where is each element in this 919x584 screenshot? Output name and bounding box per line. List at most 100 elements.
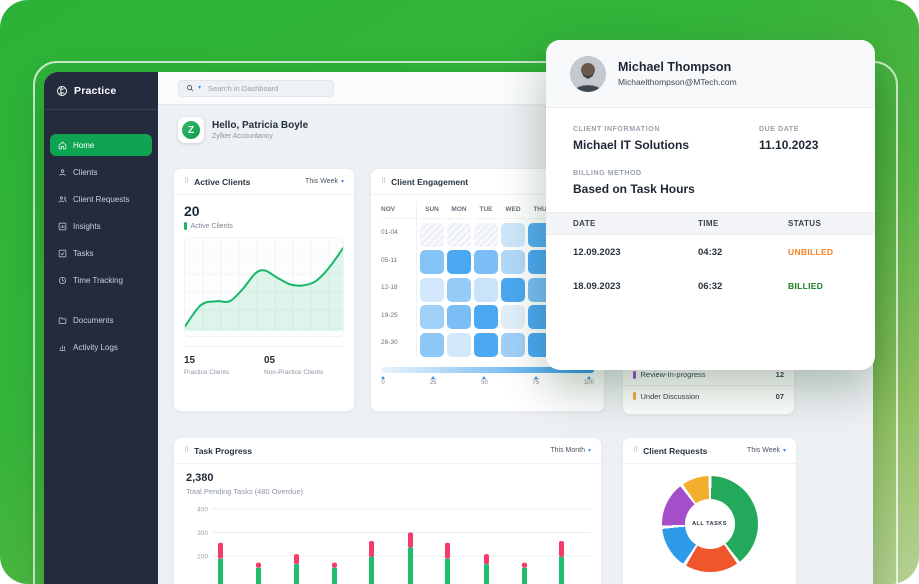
heatmap-cell[interactable] <box>474 250 498 274</box>
sidebar-item-clients[interactable]: Clients <box>50 161 152 183</box>
drag-handle-icon[interactable]: ⠿ <box>381 178 387 185</box>
heatmap-cell[interactable] <box>447 250 471 274</box>
due-date-block: DUE DATE 11.10.2023 <box>759 126 859 152</box>
chevron-down-icon: ▾ <box>587 447 591 454</box>
heatmap-cell[interactable] <box>447 305 471 329</box>
sidebar-item-label: Documents <box>73 315 114 325</box>
list-item-label: Under Discussion <box>640 391 700 401</box>
table-row[interactable]: 12.09.2023 04:32 UNBILLED <box>546 235 875 269</box>
drag-handle-icon[interactable]: ⠿ <box>184 178 190 185</box>
table-row[interactable]: 18.09.2023 06:32 BILLIED <box>546 269 875 303</box>
sidebar-item-activity-logs[interactable]: Activity Logs <box>50 336 152 358</box>
svg-text:300: 300 <box>197 530 208 537</box>
card-title: Task Progress <box>194 445 253 456</box>
heatmap-gradient-bar <box>381 366 594 373</box>
stat-label: Non-Practice Clients <box>264 369 324 376</box>
sidebar-item-client-requests[interactable]: Client Requests <box>50 188 152 210</box>
field-value: Michael IT Solutions <box>573 138 690 152</box>
svg-text:200: 200 <box>197 553 208 560</box>
heatmap-cell[interactable] <box>474 222 498 247</box>
heatmap-day-label: MON <box>447 201 471 219</box>
client-name: Michael Thompson <box>618 60 732 74</box>
list-item-value: 12 <box>775 370 784 379</box>
chevron-down-icon: ▾ <box>340 178 344 185</box>
user-icon <box>58 168 67 177</box>
heatmap-cell[interactable] <box>447 332 471 357</box>
heatmap-cell[interactable] <box>447 222 471 247</box>
sidebar-item-time-tracking[interactable]: Time Tracking <box>50 269 152 291</box>
folder-icon <box>58 316 67 325</box>
sidebar-item-home[interactable]: Home <box>50 134 152 156</box>
active-clients-card: ⠿ Active Clients This Week ▾ 20 Active C… <box>173 168 355 412</box>
caret-up-icon <box>381 375 385 379</box>
sidebar-item-label: Home <box>73 140 95 150</box>
heatmap-cell[interactable] <box>474 332 498 357</box>
heatmap-cell[interactable] <box>501 250 525 274</box>
heatmap-cell[interactable] <box>474 305 498 329</box>
app-window: Practice Home Clients Client Requests I <box>44 72 873 584</box>
billing-table: DATE TIME STATUS 12.09.2023 04:32 UNBILL… <box>546 212 875 303</box>
filter-label: This Week <box>305 178 338 185</box>
sidebar-item-insights[interactable]: Insights <box>50 215 152 237</box>
heatmap-cell[interactable] <box>420 222 444 247</box>
org-avatar-letter: Z <box>182 121 200 139</box>
active-clients-filter-dropdown[interactable]: This Week ▾ <box>305 178 344 185</box>
field-label: BILLING METHOD <box>573 170 642 177</box>
stat-value: 05 <box>264 355 276 366</box>
chevron-down-icon: ▾ <box>782 447 786 454</box>
heatmap-cell[interactable] <box>501 222 525 247</box>
sidebar-item-label: Time Tracking <box>73 275 123 285</box>
sidebar-nav: Home Clients Client Requests Insights Ta… <box>44 110 158 371</box>
task-progress-filter-dropdown[interactable]: This Month ▾ <box>550 447 591 454</box>
drag-handle-icon[interactable]: ⠿ <box>184 447 190 454</box>
heatmap-cell[interactable] <box>420 305 444 329</box>
list-item-label: Review-In-progress <box>640 370 706 379</box>
column-header: DATE <box>573 219 596 228</box>
legend-tick: 100 <box>584 375 594 386</box>
search-input[interactable]: ▾ Search in Dashboard <box>178 79 334 97</box>
status-color-tick <box>633 392 636 400</box>
brand-header: Practice <box>44 72 158 110</box>
list-item[interactable]: Review-In-progress 12 <box>623 364 794 385</box>
sidebar-item-label: Clients <box>73 167 98 177</box>
heatmap-day-label: WED <box>501 201 525 219</box>
heatmap-cell[interactable] <box>420 250 444 274</box>
client-requests-filter-dropdown[interactable]: This Week ▾ <box>747 447 786 454</box>
sidebar: Practice Home Clients Client Requests I <box>44 72 158 584</box>
caret-up-icon <box>482 375 487 379</box>
drag-handle-icon[interactable]: ⠿ <box>633 447 639 454</box>
sidebar-item-label: Activity Logs <box>73 342 118 352</box>
status-color-tick <box>633 370 636 379</box>
greeting-subtitle: Zylker Accountancy <box>212 133 273 140</box>
practice-clients-stat: 15 Practice Clients <box>184 355 264 376</box>
sidebar-item-label: Tasks <box>73 248 94 258</box>
non-practice-clients-stat: 05 Non-Practice Clients <box>264 355 344 376</box>
heatmap-cell[interactable] <box>474 277 498 302</box>
list-item[interactable]: Under Discussion 07 <box>623 385 794 406</box>
heatmap-cell[interactable] <box>420 277 444 302</box>
heatmap-cell[interactable] <box>501 332 525 357</box>
client-requests-card: ⠿ Client Requests This Week ▾ ALL TASKS <box>622 437 797 584</box>
heatmap-cell[interactable] <box>501 277 525 302</box>
sidebar-item-documents[interactable]: Documents <box>50 309 152 331</box>
card-title: Client Requests <box>643 445 708 456</box>
sidebar-item-tasks[interactable]: Tasks <box>50 242 152 264</box>
column-header: STATUS <box>788 219 822 228</box>
heatmap-day-label: TUE <box>474 201 498 219</box>
heatmap-cell[interactable] <box>447 277 471 302</box>
svg-text:400: 400 <box>197 506 208 513</box>
heatmap-cell[interactable] <box>420 332 444 357</box>
client-detail-overlay-card: Michael Thompson Michaelthompson@MTech.c… <box>546 40 875 370</box>
filter-label: This Week <box>747 447 780 454</box>
heatmap-cell[interactable] <box>501 305 525 329</box>
task-progress-value: 2,380 <box>186 472 214 484</box>
donut-center-label: ALL TASKS <box>692 521 727 527</box>
client-avatar <box>570 55 606 92</box>
heatmap-week-label: 19-25 <box>381 301 417 329</box>
table-header-row: DATE TIME STATUS <box>546 212 875 235</box>
field-value: Based on Task Hours <box>573 182 695 196</box>
search-scope-chevron-icon[interactable]: ▾ <box>198 85 202 91</box>
cell-date: 18.09.2023 <box>573 280 621 292</box>
main-content: ▾ Search in Dashboard Z Hello, Patricia … <box>158 72 873 584</box>
client-email: Michaelthompson@MTech.com <box>618 77 737 87</box>
